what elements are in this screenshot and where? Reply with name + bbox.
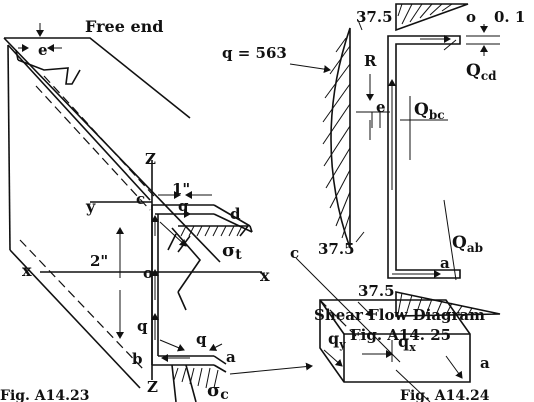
x-right-label: x [260,266,270,285]
a-element-label: a [480,354,490,372]
qy-label: qy [328,329,346,351]
z-bottom-label: Z [147,378,158,396]
width-dim-label: 1" [172,180,190,198]
channel-labels: Free end e Z c 1" q d y 2" x o x σt q q … [0,17,270,402]
dim-label: 0. 1 [494,8,525,26]
b-label: b [132,350,143,368]
x-left-label: x [22,261,32,280]
sigma-t-label: σt [222,240,242,263]
q1-label: q [178,197,189,215]
stress-element [295,257,471,402]
d-label: d [230,205,241,223]
q3-label: q [196,330,207,348]
shear-flow-title: Shear Flow Diagram [314,306,485,324]
a-right-label: a [440,254,450,272]
Q-bc-label: Qbc [414,100,445,122]
o-right-label: o [466,8,476,26]
o-label: o [143,264,153,282]
e-left-label: e [38,41,48,59]
fig-a14-25-label: Fig. A14. 25 [350,326,451,344]
c-label: c [136,190,145,208]
v-bot-label: 37.5 [318,240,355,258]
qx-label: qx [398,332,416,354]
y-label: y [85,197,96,216]
v-flange-bot-label: 37.5 [358,282,395,300]
Q-cd-label: Qcd [466,61,497,83]
free-end-label: Free end [85,17,163,36]
c-element-label: c [290,244,299,262]
element-labels: c qy qx a Fig. A14.24 [290,244,490,402]
R-label: R [364,52,377,70]
shear-flow-labels: 37.5 o 0. 1 R q = 563 e Qcd Qbc 37.5 Qab… [222,8,525,344]
z-top-label: Z [145,150,156,168]
fig-a14-24-label: Fig. A14.24 [400,388,490,402]
a-left-label: a [226,348,236,366]
sigma-c-label: σc [207,380,229,402]
shear-flow-diagram [289,3,501,317]
fig-a14-23-label: Fig. A14.23 [0,388,90,402]
q2-label: q [137,317,148,335]
e-right-label: e [376,98,386,116]
height-dim-label: 2" [90,252,108,270]
Q-ab-label: Qab [452,233,483,255]
q-equals-label: q = 563 [222,44,287,62]
v-top-label: 37.5 [356,8,393,26]
channel-beam-drawing [3,23,313,402]
